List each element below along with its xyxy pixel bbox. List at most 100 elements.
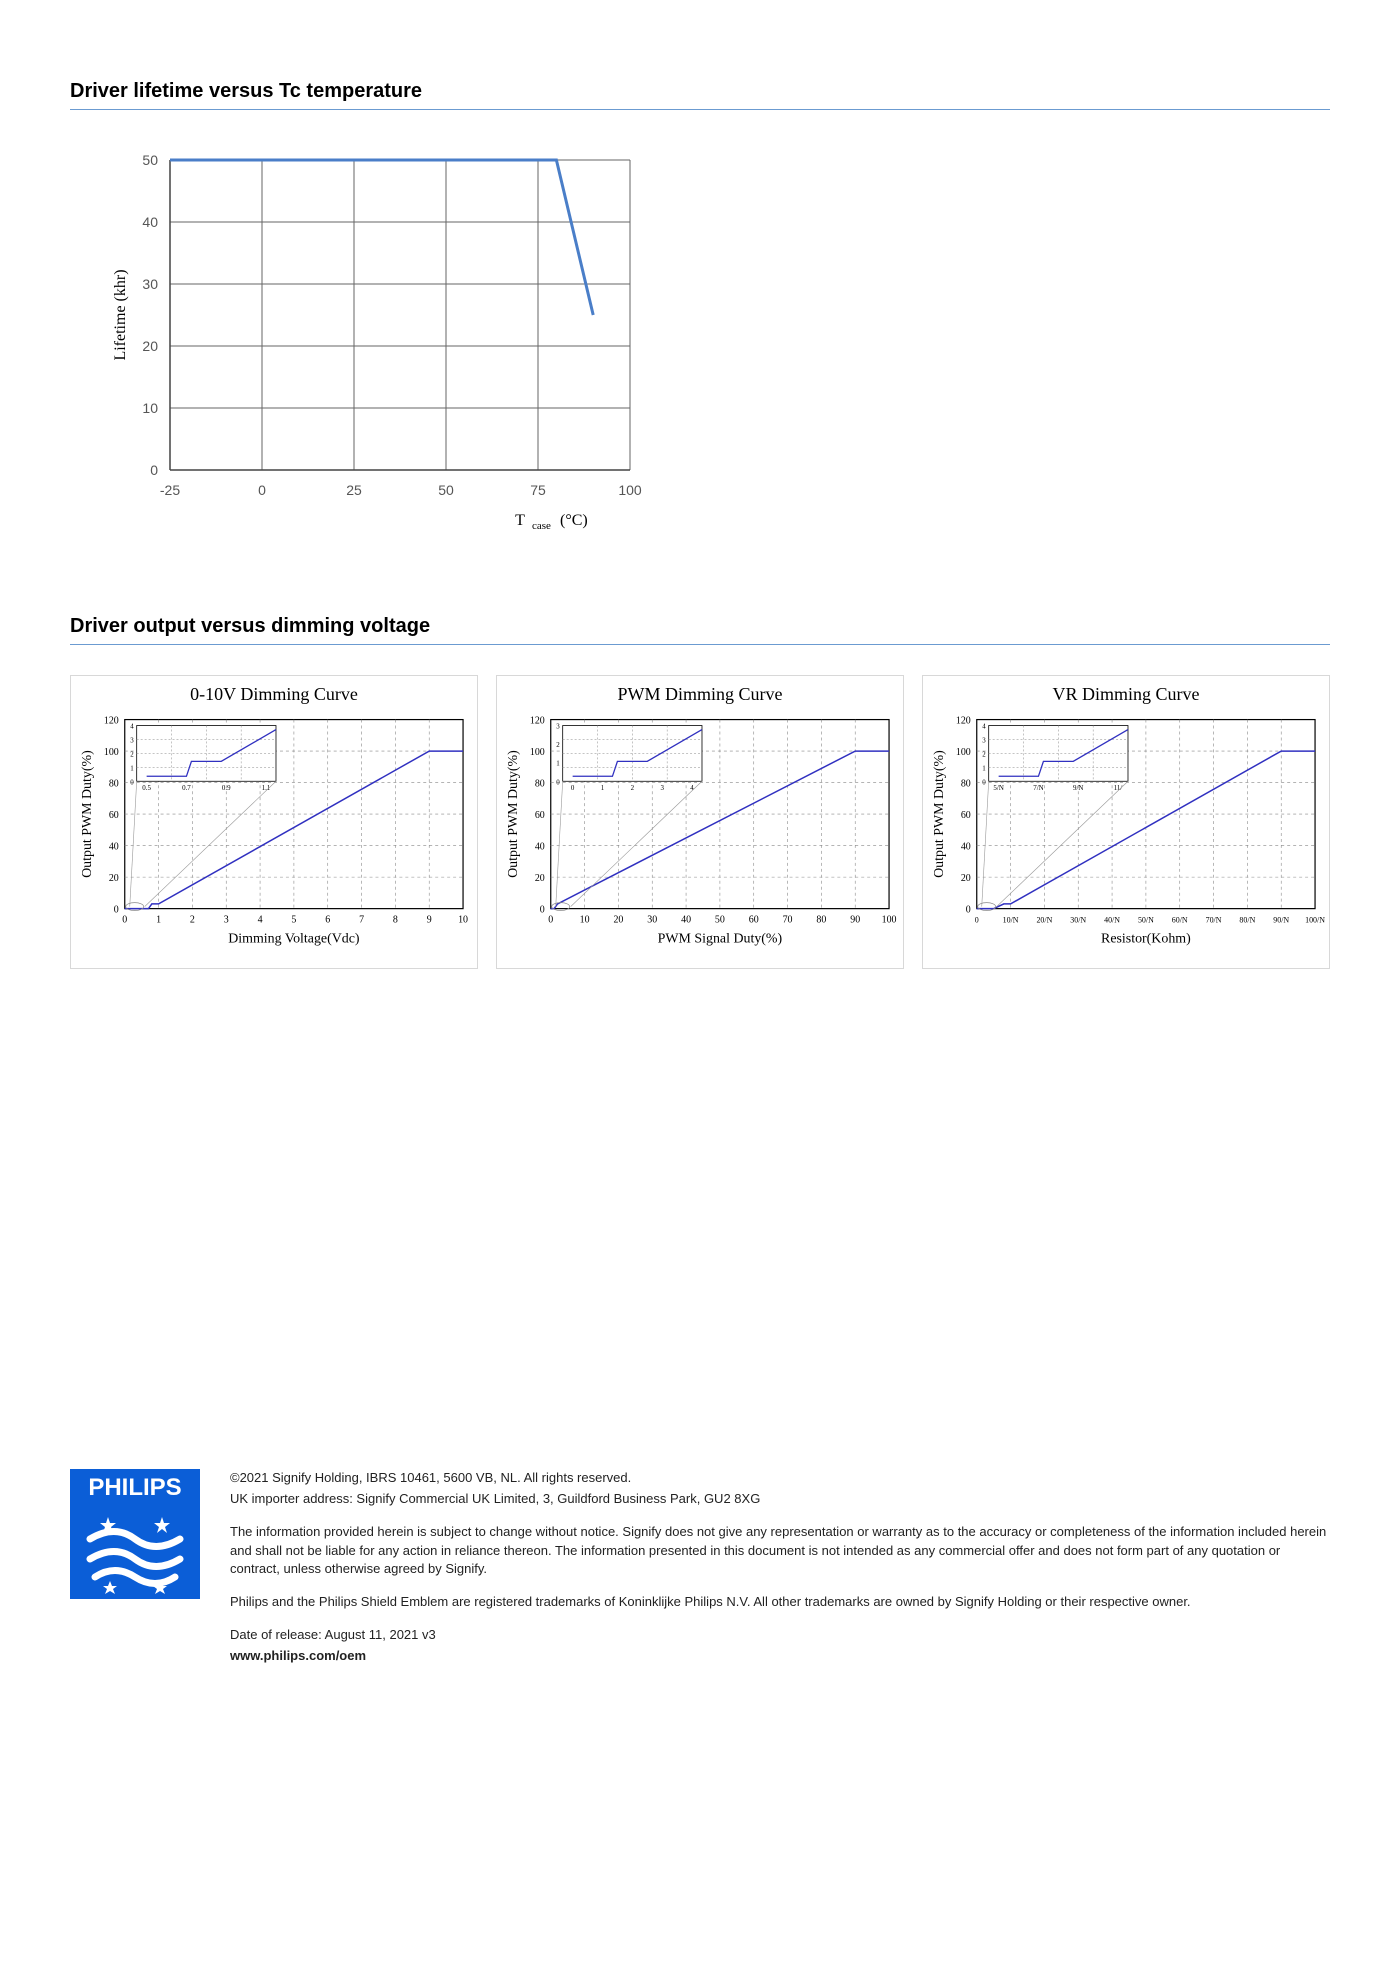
svg-text:20/N: 20/N bbox=[1036, 916, 1052, 925]
svg-text:50: 50 bbox=[142, 152, 158, 168]
logo-wordmark: PHILIPS bbox=[88, 1474, 181, 1501]
svg-text:Output PWM Duty(%): Output PWM Duty(%) bbox=[80, 750, 95, 878]
svg-text:100: 100 bbox=[530, 747, 545, 758]
svg-text:30: 30 bbox=[142, 276, 158, 292]
svg-text:3: 3 bbox=[224, 915, 229, 926]
dimming-chart-vr: VR Dimming Curve 0 10/N 20/N 30/N 40/N 50/N 60… bbox=[922, 675, 1330, 969]
section-title-dimming: Driver output versus dimming voltage bbox=[70, 615, 1330, 645]
svg-text:20: 20 bbox=[961, 873, 971, 884]
svg-text:PWM Signal Duty(%): PWM Signal Duty(%) bbox=[658, 931, 783, 946]
svg-text:20: 20 bbox=[535, 873, 545, 884]
svg-text:30/N: 30/N bbox=[1070, 916, 1086, 925]
svg-text:2: 2 bbox=[631, 784, 635, 792]
svg-text:100: 100 bbox=[618, 482, 642, 498]
svg-text:0: 0 bbox=[982, 778, 986, 786]
svg-text:10: 10 bbox=[458, 915, 468, 926]
svg-text:60: 60 bbox=[961, 810, 971, 821]
svg-text:0.9: 0.9 bbox=[222, 784, 231, 792]
svg-text:1.1: 1.1 bbox=[262, 784, 271, 792]
svg-text:1: 1 bbox=[601, 784, 605, 792]
svg-text:40: 40 bbox=[142, 214, 158, 230]
svg-text:Output PWM Duty(%): Output PWM Duty(%) bbox=[506, 750, 521, 878]
svg-text:0.5: 0.5 bbox=[142, 784, 151, 792]
svg-text:1: 1 bbox=[556, 760, 560, 768]
svg-text:75: 75 bbox=[530, 482, 546, 498]
lifetime-chart: -25025507510001020304050Tcase(°C)Lifetim… bbox=[70, 140, 1330, 545]
svg-text:0: 0 bbox=[114, 905, 119, 916]
svg-text:40: 40 bbox=[109, 842, 119, 853]
importer-line: UK importer address: Signify Commercial … bbox=[230, 1490, 1330, 1509]
svg-text:60: 60 bbox=[109, 810, 119, 821]
svg-text:80: 80 bbox=[109, 779, 119, 790]
svg-text:4: 4 bbox=[690, 784, 694, 792]
svg-text:100: 100 bbox=[104, 747, 119, 758]
svg-text:80/N: 80/N bbox=[1239, 916, 1255, 925]
svg-text:4: 4 bbox=[130, 723, 134, 731]
svg-text:60/N: 60/N bbox=[1172, 916, 1188, 925]
svg-text:Output PWM Duty(%): Output PWM Duty(%) bbox=[932, 750, 947, 878]
svg-text:10: 10 bbox=[142, 400, 158, 416]
svg-text:50/N: 50/N bbox=[1138, 916, 1154, 925]
footer-text-block: ©2021 Signify Holding, IBRS 10461, 5600 … bbox=[230, 1469, 1330, 1680]
svg-text:40: 40 bbox=[535, 842, 545, 853]
page-footer: PHILIPS ©2021 Signify Holding, IBRS 1046… bbox=[70, 1469, 1330, 1680]
svg-text:10: 10 bbox=[580, 915, 590, 926]
svg-text:40: 40 bbox=[961, 842, 971, 853]
svg-text:1: 1 bbox=[156, 915, 161, 926]
svg-text:5/N: 5/N bbox=[993, 784, 1003, 792]
dimming-chart-pwm: PWM Dimming Curve 0102030405060708090100… bbox=[496, 675, 904, 969]
svg-text:100: 100 bbox=[882, 915, 897, 926]
svg-text:120: 120 bbox=[956, 716, 971, 727]
svg-text:1: 1 bbox=[130, 764, 134, 772]
svg-text:4: 4 bbox=[258, 915, 263, 926]
svg-text:case: case bbox=[532, 520, 551, 532]
svg-text:9/N: 9/N bbox=[1073, 784, 1083, 792]
svg-text:60: 60 bbox=[535, 810, 545, 821]
svg-text:100/N: 100/N bbox=[1305, 916, 1325, 925]
chart-title: PWM Dimming Curve bbox=[501, 684, 899, 705]
svg-text:100: 100 bbox=[956, 747, 971, 758]
svg-text:4: 4 bbox=[982, 723, 986, 731]
svg-text:0: 0 bbox=[556, 778, 560, 786]
svg-text:2: 2 bbox=[190, 915, 195, 926]
svg-text:T: T bbox=[515, 512, 525, 529]
svg-text:25: 25 bbox=[346, 482, 362, 498]
svg-text:-25: -25 bbox=[160, 482, 180, 498]
svg-text:3: 3 bbox=[556, 723, 560, 731]
svg-text:90/N: 90/N bbox=[1273, 916, 1289, 925]
svg-text:0: 0 bbox=[540, 905, 545, 916]
philips-logo: PHILIPS bbox=[70, 1469, 200, 1599]
svg-text:20: 20 bbox=[109, 873, 119, 884]
svg-text:3: 3 bbox=[982, 736, 986, 744]
svg-text:3: 3 bbox=[660, 784, 664, 792]
svg-text:Dimming Voltage(Vdc): Dimming Voltage(Vdc) bbox=[228, 931, 360, 946]
svg-text:40: 40 bbox=[681, 915, 691, 926]
svg-text:0: 0 bbox=[130, 778, 134, 786]
svg-text:0: 0 bbox=[258, 482, 266, 498]
svg-text:1: 1 bbox=[982, 764, 986, 772]
dimming-chart-0-10v: 0-10V Dimming Curve 01234567891002040608… bbox=[70, 675, 478, 969]
trademark-text: Philips and the Philips Shield Emblem ar… bbox=[230, 1593, 1330, 1612]
svg-text:7/N: 7/N bbox=[1033, 784, 1043, 792]
svg-text:2: 2 bbox=[130, 750, 134, 758]
svg-text:0.7: 0.7 bbox=[182, 784, 191, 792]
chart-title: VR Dimming Curve bbox=[927, 684, 1325, 705]
svg-text:40/N: 40/N bbox=[1104, 916, 1120, 925]
svg-text:0: 0 bbox=[150, 462, 158, 478]
website-link[interactable]: www.philips.com/oem bbox=[230, 1647, 1330, 1666]
svg-text:60: 60 bbox=[749, 915, 759, 926]
chart-title: 0-10V Dimming Curve bbox=[75, 684, 473, 705]
svg-text:50: 50 bbox=[438, 482, 454, 498]
svg-text:0: 0 bbox=[966, 905, 971, 916]
svg-text:80: 80 bbox=[961, 779, 971, 790]
release-date: Date of release: August 11, 2021 v3 bbox=[230, 1626, 1330, 1645]
svg-text:10/N: 10/N bbox=[1003, 916, 1019, 925]
svg-text:8: 8 bbox=[393, 915, 398, 926]
svg-text:20: 20 bbox=[142, 338, 158, 354]
svg-text:80: 80 bbox=[535, 779, 545, 790]
svg-text:7: 7 bbox=[359, 915, 364, 926]
svg-text:70: 70 bbox=[783, 915, 793, 926]
svg-text:0: 0 bbox=[571, 784, 575, 792]
svg-text:5: 5 bbox=[291, 915, 296, 926]
svg-text:3: 3 bbox=[130, 736, 134, 744]
